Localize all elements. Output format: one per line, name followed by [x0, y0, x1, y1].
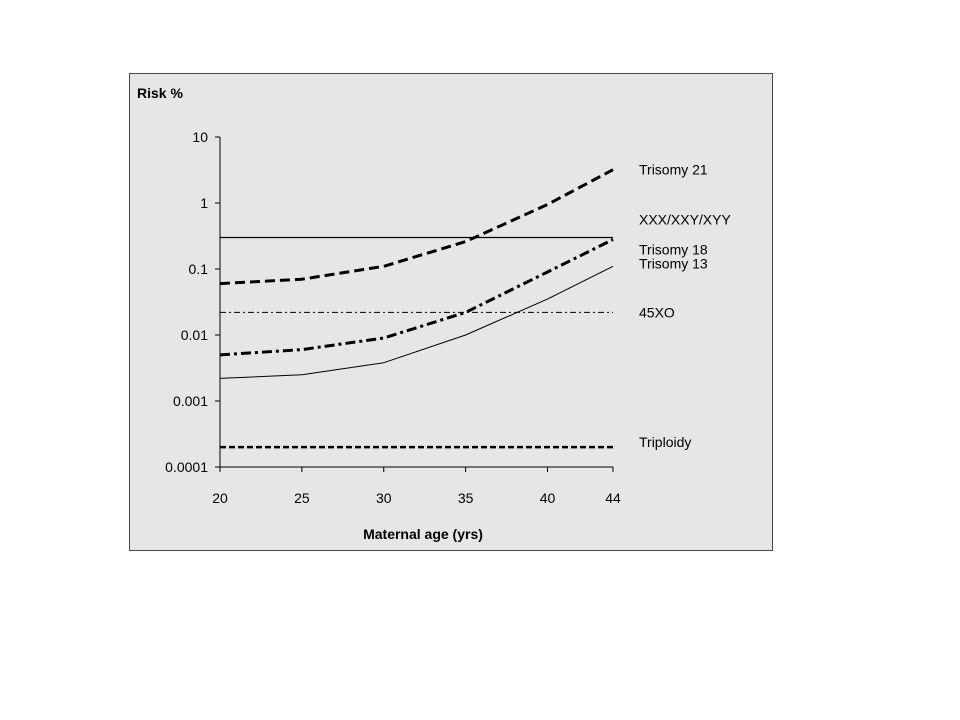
series-label-xxx-xxy-xyy: XXX/XXY/XYY: [639, 212, 731, 228]
chart-panel: Risk % Maternal age (yrs) 0.0001 0.001 0.0…: [129, 73, 773, 551]
y-tick-label: 0.1: [189, 261, 209, 277]
x-tick-label: 30: [376, 490, 392, 506]
series-group: [219, 168, 614, 449]
y-tick-label: 1: [200, 195, 208, 211]
y-tick-label: 0.01: [181, 327, 208, 343]
chart-canvas: Risk % Maternal age (yrs) 0.00010.0010.0…: [137, 85, 731, 542]
y-tick-label: 0.0001: [165, 459, 208, 475]
x-tick-label: 25: [294, 490, 310, 506]
x-tick-label: 20: [212, 490, 228, 506]
series-line-trisomy-18: [219, 238, 614, 357]
series-label-trisomy-13: Trisomy 13: [639, 255, 708, 271]
series-label-triploidy: Triploidy: [639, 434, 691, 450]
x-tick-label: 40: [540, 490, 556, 506]
x-tick-group: 20 25 30 35 40 44: [212, 467, 621, 506]
y-tick-label: 0.001: [173, 393, 208, 409]
series-line-trisomy-21: [219, 168, 614, 286]
series-line-trisomy-13: [219, 265, 614, 379]
series-label-trisomy-21: Trisomy 21: [639, 162, 708, 178]
x-tick-label: 35: [458, 490, 474, 506]
x-tick-label: 44: [605, 490, 621, 506]
y-tick-label: 10: [192, 129, 208, 145]
series-label-trisomy-18: Trisomy 18: [639, 242, 708, 258]
x-axis-title: Maternal age (yrs): [363, 526, 483, 542]
y-tick-group: 0.0001 0.001 0.01 0.1 1 10: [165, 129, 220, 475]
series-label-45xo: 45XO: [639, 304, 675, 320]
y-axis-title: Risk %: [137, 85, 183, 101]
